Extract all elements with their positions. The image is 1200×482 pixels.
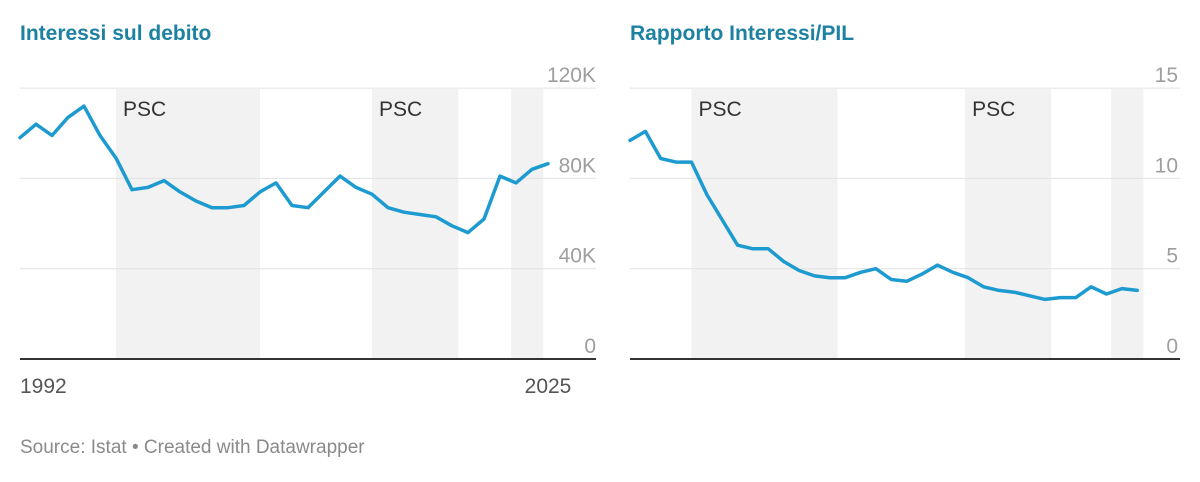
credit-link[interactable]: Created with Datawrapper bbox=[143, 437, 365, 458]
interessi-y-tick-1: 40K bbox=[559, 245, 596, 268]
source-text: Source: Istat bbox=[20, 437, 127, 458]
rapporto-y-tick-3: 15 bbox=[1155, 64, 1178, 87]
footer-separator: • bbox=[131, 437, 139, 458]
interessi-y-tick-2: 80K bbox=[559, 154, 596, 177]
interessi-y-tick-0: 0 bbox=[584, 335, 596, 358]
interessi-x-tick-1: 2025 bbox=[525, 375, 572, 398]
rapporto-y-tick-1: 5 bbox=[1166, 245, 1178, 268]
interessi-x-tick-0: 1992 bbox=[20, 375, 67, 398]
rapporto-series-line-0 bbox=[628, 129, 1139, 302]
rapporto-band-1 bbox=[965, 89, 1052, 359]
chart-title-rapporto: Rapporto Interessi/PIL bbox=[630, 22, 855, 45]
interessi-series-line-0 bbox=[18, 104, 550, 235]
footer: Source: Istat • Created with Datawrapper bbox=[20, 437, 365, 459]
interessi-band-1 bbox=[372, 89, 459, 359]
interessi-band-0 bbox=[116, 89, 260, 359]
chart-title-interessi: Interessi sul debito bbox=[20, 22, 212, 45]
rapporto-y-tick-0: 0 bbox=[1166, 335, 1178, 358]
interessi-band-2 bbox=[511, 89, 544, 359]
rapporto-band-2 bbox=[1111, 89, 1144, 359]
chart-interessi-panel: Interessi sul debito 0 40K 80K 120K PSC PSC 19… bbox=[0, 0, 610, 400]
rapporto-band-label-0: PSC bbox=[698, 98, 741, 121]
interessi-band-label-0: PSC bbox=[123, 98, 166, 121]
rapporto-band-0 bbox=[691, 89, 838, 359]
rapporto-band-label-1: PSC bbox=[972, 98, 1015, 121]
interessi-y-tick-3: 120K bbox=[547, 64, 596, 87]
interessi-band-label-1: PSC bbox=[379, 98, 422, 121]
chart-rapporto-panel: Rapporto Interessi/PIL 0 5 10 15 PSC PSC bbox=[610, 0, 1200, 400]
rapporto-y-tick-2: 10 bbox=[1155, 154, 1178, 177]
chart-interessi-plot: 0 40K 80K 120K PSC PSC 1992 2025 bbox=[18, 64, 596, 398]
chart-rapporto-plot: 0 5 10 15 PSC PSC bbox=[628, 64, 1180, 360]
